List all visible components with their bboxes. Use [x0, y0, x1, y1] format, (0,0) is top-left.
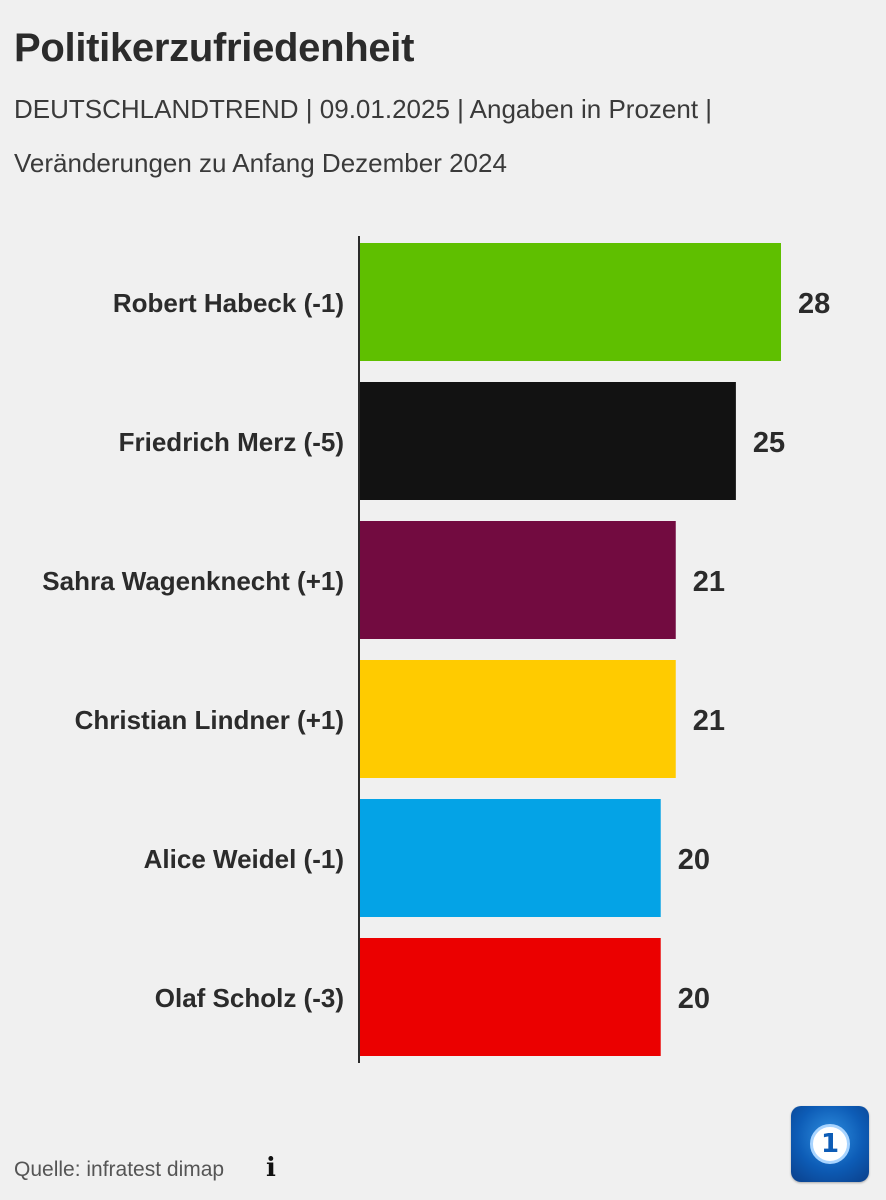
- chart-title: Politikerzufriedenheit: [14, 26, 415, 70]
- source-note: Quelle: infratest dimap: [14, 1158, 225, 1181]
- chart-subtitle-changes: Veränderungen zu Anfang Dezember 2024: [14, 148, 507, 178]
- category-label-alice-weidel: Alice Weidel (-1): [144, 844, 344, 874]
- chart-subtitle: DEUTSCHLANDTREND | 09.01.2025 | Angaben …: [14, 94, 713, 124]
- category-label-friedrich-merz: Friedrich Merz (-5): [119, 427, 344, 457]
- bar-alice-weidel[interactable]: [360, 799, 661, 917]
- ard-logo-icon: 1: [791, 1106, 869, 1182]
- value-label-olaf-scholz: 20: [678, 983, 710, 1015]
- value-label-alice-weidel: 20: [678, 844, 710, 876]
- bar-christian-lindner[interactable]: [360, 660, 676, 778]
- category-label-sahra-wagenknecht: Sahra Wagenknecht (+1): [42, 566, 344, 596]
- logo-numeral: 1: [820, 1129, 840, 1159]
- bar-robert-habeck[interactable]: [360, 243, 781, 361]
- logo-disc: 1: [810, 1124, 850, 1164]
- category-label-robert-habeck: Robert Habeck (-1): [113, 288, 344, 318]
- info-icon[interactable]: i: [266, 1153, 276, 1183]
- category-label-christian-lindner: Christian Lindner (+1): [75, 705, 344, 735]
- value-label-friedrich-merz: 25: [753, 427, 785, 459]
- bar-friedrich-merz[interactable]: [360, 382, 736, 500]
- bar-olaf-scholz[interactable]: [360, 938, 661, 1056]
- value-label-robert-habeck: 28: [798, 288, 830, 320]
- value-label-sahra-wagenknecht: 21: [693, 566, 725, 598]
- value-label-christian-lindner: 21: [693, 705, 725, 737]
- bar-sahra-wagenknecht[interactable]: [360, 521, 676, 639]
- category-label-olaf-scholz: Olaf Scholz (-3): [155, 983, 344, 1013]
